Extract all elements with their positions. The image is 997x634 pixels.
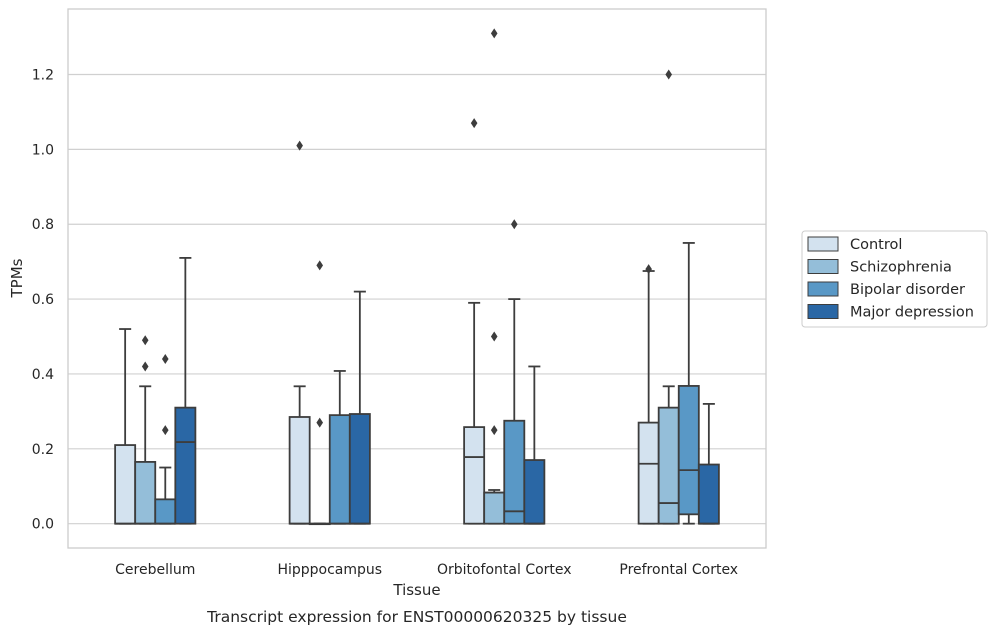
legend-frame xyxy=(801,230,988,328)
x-tick-label: Orbitofontal Cortex xyxy=(437,562,572,578)
y-axis-label: TPMs xyxy=(8,258,26,298)
y-tick-label: 1.0 xyxy=(32,142,54,158)
box xyxy=(697,463,720,525)
box xyxy=(463,426,486,525)
box-group xyxy=(308,260,331,526)
outlier-point xyxy=(141,335,149,346)
legend-swatch xyxy=(807,304,839,319)
box-group xyxy=(174,257,197,525)
legend-swatch xyxy=(807,236,839,252)
box xyxy=(483,491,506,525)
outlier-point xyxy=(141,361,149,372)
x-tick-label: Hipppocampus xyxy=(277,562,382,578)
legend-swatch xyxy=(807,281,839,297)
legend-label: Schizophrenia xyxy=(850,260,952,276)
box xyxy=(523,459,546,525)
x-tick-label: Cerebellum xyxy=(115,562,195,578)
legend: Control Schizophrenia Bipolar disorder Majo… xyxy=(801,230,988,328)
chart-caption: Transcript expression for ENST0000062032… xyxy=(206,608,627,626)
outlier-point xyxy=(316,260,324,271)
outlier-point xyxy=(161,353,169,364)
x-tick-label: Prefrontal Cortex xyxy=(619,562,738,578)
outlier-point xyxy=(490,425,498,436)
box-group xyxy=(657,69,680,525)
outlier-point xyxy=(490,28,498,39)
box xyxy=(154,498,177,525)
y-tick-label: 0.2 xyxy=(32,442,54,458)
box-group xyxy=(154,353,177,525)
outlier-point xyxy=(161,425,169,436)
y-tick-label: 0.4 xyxy=(32,367,54,383)
x-tick-labels: Cerebellum Hipppocampus Orbitofontal Corte… xyxy=(115,562,738,578)
y-tick-label: 0.0 xyxy=(32,517,54,533)
box xyxy=(134,461,157,525)
box xyxy=(657,406,680,525)
box xyxy=(348,413,371,525)
box-group xyxy=(637,264,660,525)
y-tick-label: 0.6 xyxy=(32,292,54,308)
outlier-point xyxy=(665,69,673,80)
legend-label: Control xyxy=(850,237,902,253)
box-group xyxy=(463,118,486,525)
box-group xyxy=(288,140,311,525)
box-group xyxy=(348,290,371,525)
box-group xyxy=(134,335,157,525)
box-group xyxy=(503,219,526,525)
box-plots xyxy=(114,28,720,526)
outlier-point xyxy=(645,264,652,275)
y-tick-labels: 0.0 0.2 0.4 0.6 0.8 1.0 1.2 xyxy=(32,68,54,533)
box-group xyxy=(483,28,506,525)
legend-label: Bipolar disorder xyxy=(850,282,965,298)
box xyxy=(114,444,137,525)
outlier-point xyxy=(316,417,324,428)
box-group xyxy=(523,365,546,525)
outlier-point xyxy=(470,118,478,129)
box-group xyxy=(697,402,720,525)
outlier-point xyxy=(296,140,303,151)
box-group xyxy=(328,370,351,525)
box-group xyxy=(677,242,700,525)
box xyxy=(288,416,311,525)
outlier-point xyxy=(510,219,518,230)
x-axis-label: Tissue xyxy=(392,581,440,599)
box xyxy=(677,385,700,516)
box xyxy=(503,419,526,525)
box-group xyxy=(114,328,137,525)
plot-frame xyxy=(67,8,767,549)
legend-label: Major depression xyxy=(850,305,974,321)
box xyxy=(328,414,351,525)
outlier-point xyxy=(490,331,498,342)
y-tick-label: 1.2 xyxy=(32,68,54,84)
legend-swatch xyxy=(807,259,839,274)
box xyxy=(637,421,660,525)
box xyxy=(174,406,197,525)
y-tick-label: 0.8 xyxy=(32,217,54,233)
